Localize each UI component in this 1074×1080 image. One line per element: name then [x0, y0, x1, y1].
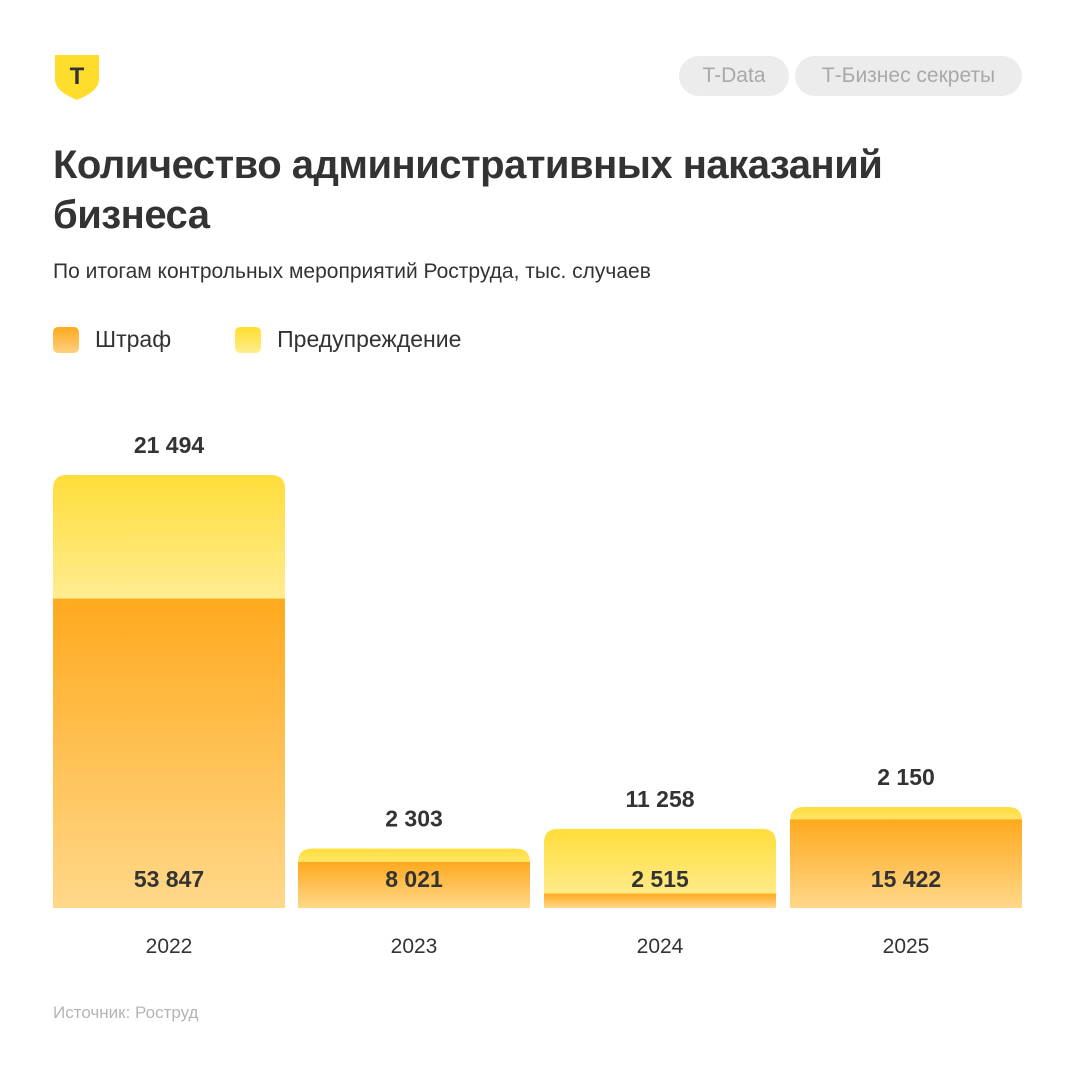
data-label-warning-2024: 11 258 — [625, 786, 694, 812]
bar-fine-2025 — [790, 819, 1022, 908]
data-label-warning-2025: 2 150 — [877, 764, 935, 790]
bar-fine-2022 — [53, 598, 285, 908]
x-tick-label-2023: 2023 — [391, 935, 438, 958]
legend: Штраф Предупреждение — [53, 326, 525, 353]
x-tick-label-2025: 2025 — [883, 935, 930, 958]
source-note: Источник: Роструд — [53, 1003, 199, 1022]
data-label-fine-2022: 53 847 — [134, 866, 204, 892]
bar-fine-2024 — [544, 893, 776, 908]
bar-warning-2022 — [53, 475, 285, 613]
legend-item-warning: Предупреждение — [235, 326, 461, 353]
data-label-fine-2025: 15 422 — [871, 866, 941, 892]
bar-warning-2024 — [544, 828, 776, 908]
data-label-warning-2022: 21 494 — [134, 432, 205, 458]
x-tick-label-2022: 2022 — [146, 935, 193, 958]
x-tick-label-2024: 2024 — [637, 935, 684, 958]
tag-t-data[interactable]: T-Data — [679, 56, 789, 96]
legend-label-warning: Предупреждение — [277, 326, 462, 352]
data-label-warning-2023: 2 303 — [385, 806, 443, 832]
legend-item-fine: Штраф — [53, 326, 171, 353]
data-label-fine-2024: 2 515 — [631, 866, 689, 892]
data-label-fine-2023: 8 021 — [385, 866, 443, 892]
legend-swatch-fine — [53, 326, 79, 353]
tag-business-secrets[interactable]: Т-Бизнес секреты — [795, 56, 1022, 96]
bar-fine-2023 — [298, 861, 530, 908]
page-title: Количество административных наказаний би… — [53, 143, 883, 237]
t-bank-logo: Т — [55, 55, 99, 100]
page-subtitle: По итогам контрольных мероприятий Ростру… — [53, 260, 651, 283]
legend-label-fine: Штраф — [95, 326, 172, 352]
legend-swatch-warning — [235, 326, 262, 353]
logo-letter: Т — [70, 63, 85, 90]
